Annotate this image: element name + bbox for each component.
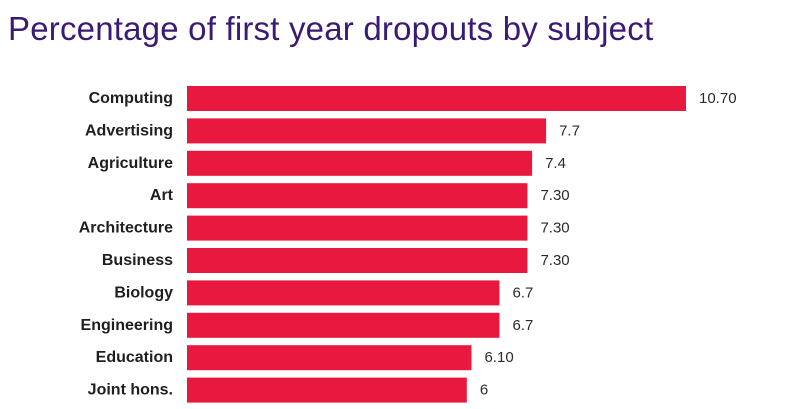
category-label: Advertising — [85, 122, 173, 139]
bar — [187, 150, 533, 176]
bar — [187, 248, 528, 273]
value-label: 10.70 — [699, 90, 737, 107]
category-label: Architecture — [79, 220, 173, 237]
bar — [187, 312, 500, 338]
bar — [187, 86, 686, 111]
value-label: 6 — [480, 382, 488, 399]
chart-title: Percentage of first year dropouts by sub… — [8, 10, 654, 47]
category-label: Biology — [114, 284, 173, 301]
category-label: Joint hons. — [88, 382, 173, 399]
category-label: Agriculture — [88, 155, 173, 172]
category-label: Art — [150, 187, 174, 204]
value-label: 7.30 — [540, 187, 569, 204]
value-label: 6.10 — [484, 349, 513, 366]
bar — [187, 280, 500, 306]
bar — [187, 183, 528, 209]
value-label: 7.7 — [559, 122, 580, 139]
bar — [187, 377, 467, 403]
bar — [187, 215, 528, 241]
value-label: 6.7 — [512, 284, 533, 301]
category-label: Education — [96, 349, 173, 366]
value-label: 7.30 — [540, 252, 569, 269]
bar — [187, 118, 547, 144]
category-label: Business — [102, 252, 173, 269]
value-label: 7.30 — [540, 220, 569, 237]
value-label: 6.7 — [512, 317, 533, 334]
category-label: Computing — [89, 90, 173, 107]
category-label: Engineering — [81, 317, 173, 334]
value-label: 7.4 — [545, 155, 566, 172]
bar — [187, 345, 472, 371]
